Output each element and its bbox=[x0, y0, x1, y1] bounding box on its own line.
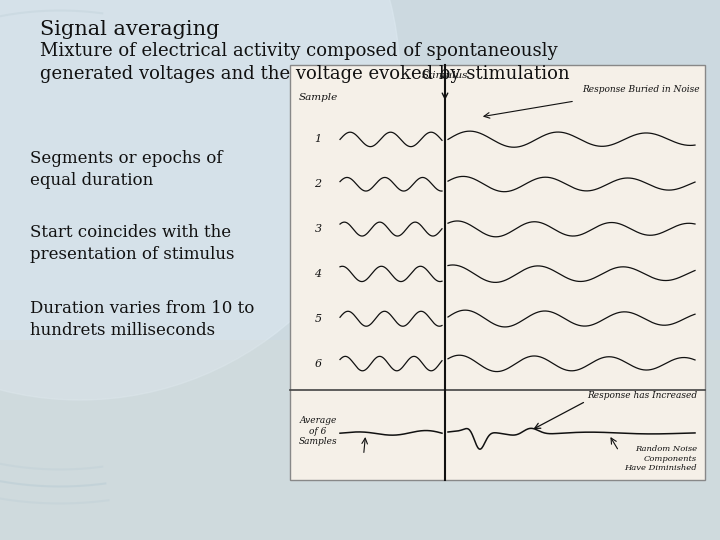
Text: 3: 3 bbox=[315, 224, 322, 234]
Text: Signal averaging: Signal averaging bbox=[40, 20, 220, 39]
Text: Segments or epochs of
equal duration: Segments or epochs of equal duration bbox=[30, 150, 222, 188]
Circle shape bbox=[0, 0, 400, 400]
Text: 5: 5 bbox=[315, 314, 322, 324]
Bar bbox=[290, 65, 705, 480]
Text: Random Noise
Components
Have Diminished: Random Noise Components Have Diminished bbox=[624, 445, 697, 472]
Text: 6: 6 bbox=[315, 359, 322, 369]
Text: Response Buried in Noise: Response Buried in Noise bbox=[582, 85, 700, 94]
Text: 1: 1 bbox=[315, 134, 322, 144]
Text: Start coincides with the
presentation of stimulus: Start coincides with the presentation of… bbox=[30, 224, 235, 262]
Text: Average
of 6
Samples: Average of 6 Samples bbox=[299, 416, 337, 447]
Text: 4: 4 bbox=[315, 269, 322, 279]
Text: Mixture of electrical activity composed of spontaneously
generated voltages and : Mixture of electrical activity composed … bbox=[40, 42, 570, 83]
Text: 2: 2 bbox=[315, 179, 322, 189]
Text: Stimulus: Stimulus bbox=[422, 71, 468, 80]
Text: Duration varies from 10 to
hundrets milliseconds: Duration varies from 10 to hundrets mill… bbox=[30, 300, 254, 339]
Bar bbox=[0, 340, 720, 540]
Text: Response has Increased: Response has Increased bbox=[587, 391, 697, 400]
Text: Sample: Sample bbox=[298, 93, 338, 102]
